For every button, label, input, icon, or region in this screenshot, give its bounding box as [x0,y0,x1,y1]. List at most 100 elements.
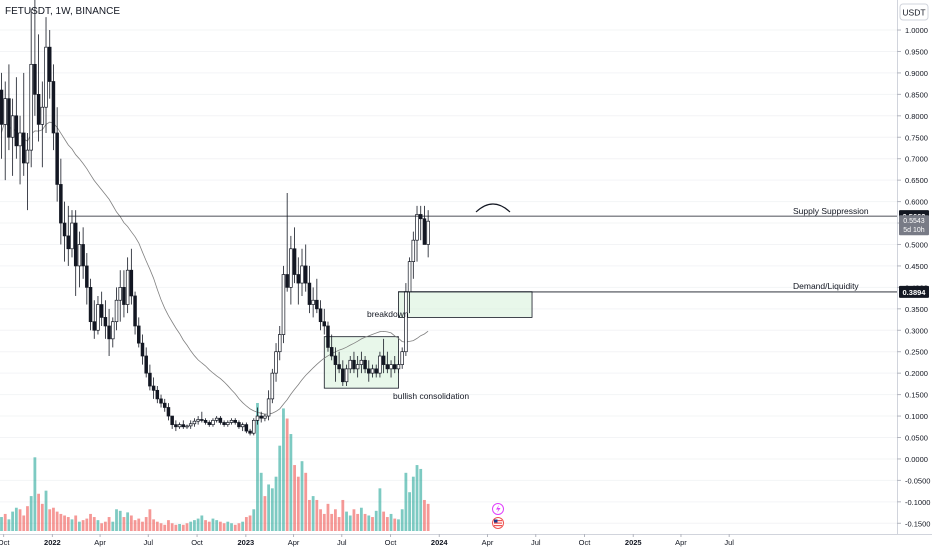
candle-body[interactable] [114,299,119,323]
candle-body[interactable] [200,419,204,421]
candle-body[interactable] [88,287,93,323]
candle-body[interactable] [44,46,48,108]
candle-body[interactable] [14,115,19,147]
candle-body[interactable] [303,265,308,284]
candle-body[interactable] [81,244,85,267]
candle-body[interactable] [415,214,419,241]
candle-body[interactable] [248,430,252,434]
candle-body[interactable] [59,184,63,224]
candle-body[interactable] [389,364,393,370]
candle-body[interactable] [322,321,327,327]
candle-body[interactable] [355,364,360,370]
candle-body[interactable] [111,321,115,340]
candle-body[interactable] [144,355,148,374]
candle-body[interactable] [148,372,152,387]
candle-body[interactable] [214,417,219,421]
candle-body[interactable] [367,368,371,374]
candle-body[interactable] [166,407,171,417]
candle-body[interactable] [344,368,349,383]
candle-body[interactable] [0,89,4,125]
candle-body[interactable] [426,220,430,245]
candle-body[interactable] [7,98,11,138]
candle-body[interactable] [274,351,278,374]
candle-body[interactable] [40,106,45,125]
candle-body[interactable] [51,81,56,134]
candle-body[interactable] [240,424,245,428]
candle-body[interactable] [244,424,249,432]
candle-body[interactable] [47,46,52,82]
candle-body[interactable] [92,321,96,331]
candle-body[interactable] [266,398,271,417]
candle-body[interactable] [66,235,71,250]
candle-body[interactable] [73,222,78,267]
us-flag-icon[interactable] [492,517,504,529]
candle-body[interactable] [137,325,141,344]
candle-body[interactable] [85,265,89,288]
candle-body[interactable] [378,355,382,374]
candle-body[interactable] [222,422,226,425]
candle-body[interactable] [159,398,163,404]
candle-body[interactable] [237,422,241,428]
candle-body[interactable] [18,132,22,147]
candle-body[interactable] [70,222,74,250]
candle-body[interactable] [263,415,267,419]
candle-body[interactable] [385,364,390,370]
candle-body[interactable] [333,355,338,365]
candle-body[interactable] [281,274,286,335]
candle-body[interactable] [300,265,304,284]
candle-body[interactable] [233,419,237,423]
lightning-icon[interactable] [492,503,504,515]
candle-body[interactable] [315,299,319,310]
candle-body[interactable] [55,132,59,185]
top-arc-drawing[interactable] [475,203,511,213]
candle-body[interactable] [307,282,312,305]
candle-body[interactable] [422,218,427,245]
candle-body[interactable] [255,415,260,421]
candle-body[interactable] [122,287,126,305]
candle-body[interactable] [229,419,234,423]
candle-body[interactable] [218,417,223,423]
candle-body[interactable] [289,248,293,288]
candle-body[interactable] [170,415,174,425]
candle-body[interactable] [411,239,416,262]
candle-body[interactable] [140,342,145,357]
candle-body[interactable] [270,372,275,400]
candle-body[interactable] [363,359,367,370]
candle-body[interactable] [311,299,315,305]
candle-body[interactable] [162,402,167,408]
candle-body[interactable] [133,295,137,327]
candle-body[interactable] [381,355,386,365]
candle-body[interactable] [374,368,378,374]
candle-body[interactable] [226,422,230,425]
candle-body[interactable] [359,359,364,365]
candle-body[interactable] [22,132,26,164]
candle-body[interactable] [103,317,108,327]
candle-body[interactable] [25,149,30,164]
candle-body[interactable] [396,364,401,370]
candle-body[interactable] [96,304,100,331]
candle-body[interactable] [318,308,323,323]
currency-button[interactable] [899,3,929,21]
candle-body[interactable] [155,389,160,400]
candle-body[interactable] [207,422,212,425]
candle-body[interactable] [252,419,256,434]
candle-body[interactable] [292,248,297,275]
candle-body[interactable] [177,424,182,428]
candle-body[interactable] [77,244,82,267]
candle-body[interactable] [400,351,404,365]
candle-body[interactable] [285,274,289,288]
candle-body[interactable] [259,415,263,419]
candle-body[interactable] [370,368,375,374]
candle-body[interactable] [118,287,122,301]
candle-body[interactable] [329,347,334,357]
candle-body[interactable] [393,364,397,370]
candle-body[interactable] [10,115,15,138]
candle-body[interactable] [188,423,193,427]
candle-body[interactable] [348,359,352,370]
candle-body[interactable] [151,385,156,391]
candle-body[interactable] [326,325,330,348]
candle-body[interactable] [174,424,178,428]
candle-body[interactable] [404,291,408,353]
candle-body[interactable] [196,419,200,422]
